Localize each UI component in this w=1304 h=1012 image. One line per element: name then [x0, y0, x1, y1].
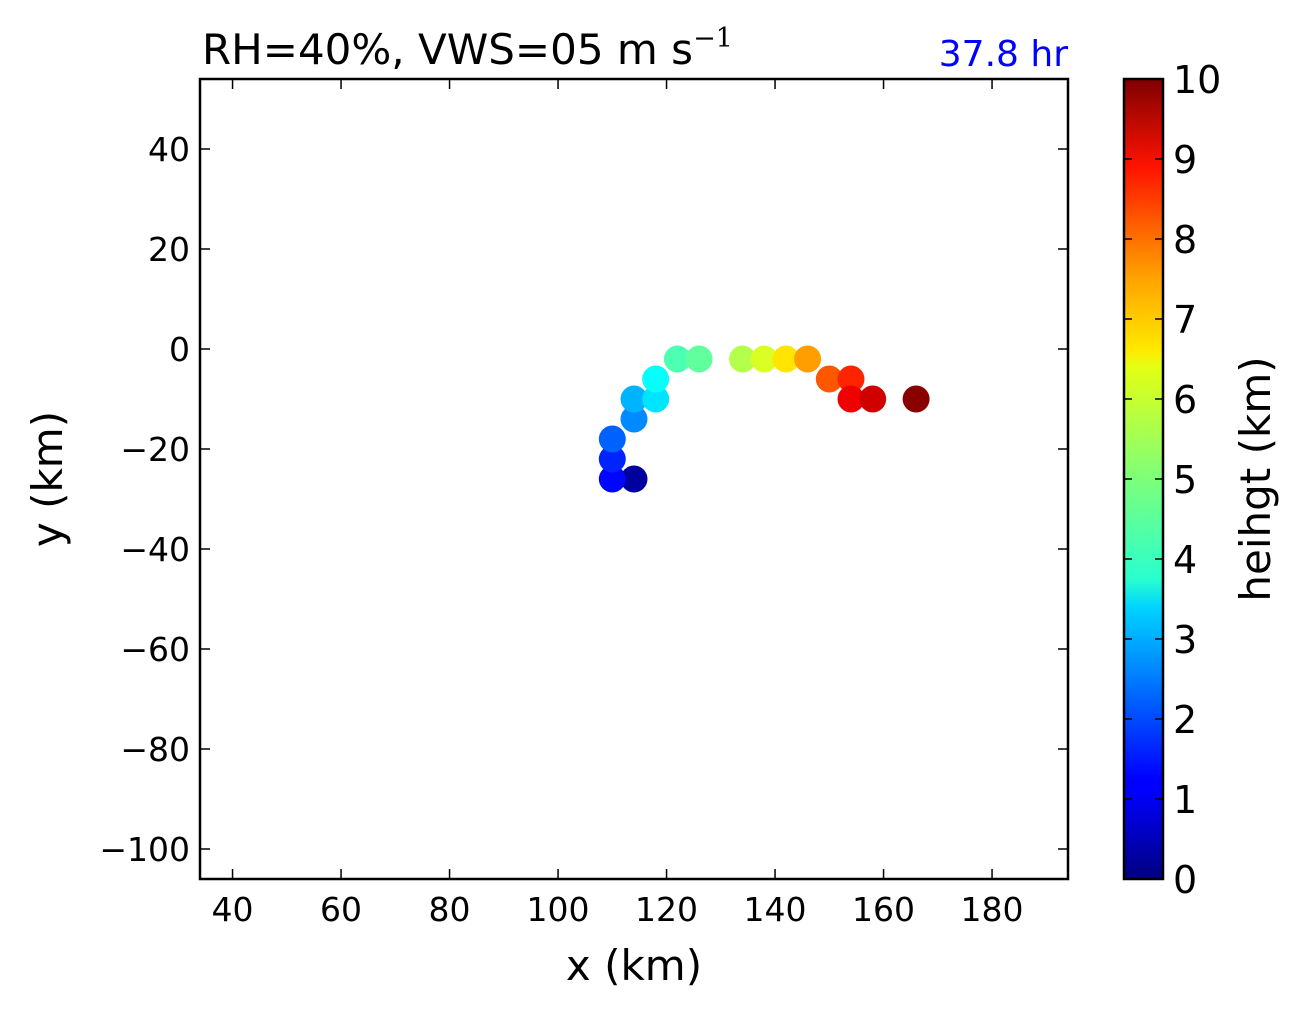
x-tick-label: 40: [212, 890, 254, 929]
y-tick-label: 20: [148, 230, 190, 269]
colorbar-tick-label: 6: [1173, 378, 1197, 422]
chart-title: RH=40%, VWS=05 m s−1: [202, 23, 733, 74]
scatter-point: [685, 345, 713, 373]
colorbar-tick-label: 7: [1173, 298, 1197, 342]
y-axis-label: y (km): [23, 411, 72, 547]
colorbar-tick-label: 3: [1173, 618, 1197, 662]
x-tick-label: 160: [852, 890, 915, 929]
scatter-point: [772, 345, 800, 373]
scatter-point: [620, 465, 648, 493]
scatter-point: [902, 385, 930, 413]
x-tick-label: 60: [320, 890, 362, 929]
colorbar-tick-label: 1: [1173, 778, 1197, 822]
x-tick-label: 100: [527, 890, 590, 929]
colorbar-tick-label: 2: [1173, 698, 1197, 742]
scatter-point: [620, 405, 648, 433]
scatter-point: [620, 385, 648, 413]
colorbar-ticks: 0 1 2 3 4 5 6 7 8 9 10: [1124, 58, 1221, 902]
colorbar-tick-label: 8: [1173, 218, 1197, 262]
y-tick-label: 0: [169, 330, 190, 369]
scatter-point: [794, 345, 822, 373]
y-axis-ticks: 40 20 0 −20 −40 −60 −80 −100: [99, 130, 1068, 869]
scatter-point: [837, 365, 865, 393]
chart-title-exponent: −1: [693, 23, 733, 54]
x-tick-label: 120: [635, 890, 698, 929]
x-tick-label: 140: [744, 890, 807, 929]
scatter-point: [598, 465, 626, 493]
time-label: 37.8 hr: [939, 34, 1068, 75]
scatter-point: [598, 425, 626, 453]
scatter-point: [598, 445, 626, 473]
colorbar-tick-label: 0: [1173, 858, 1197, 902]
scatter-point: [729, 345, 756, 373]
scatter-points: [598, 345, 930, 493]
colorbar-tick-label: 4: [1173, 538, 1197, 582]
x-tick-label: 180: [961, 890, 1024, 929]
colorbar-tick-label: 10: [1173, 58, 1221, 102]
y-tick-label: −60: [120, 630, 190, 669]
colorbar-tick-label: 5: [1173, 458, 1197, 502]
chart-title-main: RH=40%, VWS=05 m s: [202, 25, 693, 74]
colorbar-tick-label: 9: [1173, 138, 1197, 182]
y-tick-label: −20: [120, 430, 190, 469]
y-tick-label: −40: [120, 530, 190, 569]
y-tick-label: −80: [120, 730, 190, 769]
x-axis-ticks: 40 60 80 100 120 140 160 180: [212, 79, 1024, 929]
scatter-point: [642, 385, 670, 413]
x-axis-label: x (km): [566, 941, 702, 990]
scatter-point: [642, 365, 670, 393]
colorbar-label: heihgt (km): [1231, 356, 1280, 601]
scatter-point: [750, 345, 778, 373]
scatter-point: [663, 345, 691, 373]
scatter-point: [837, 385, 865, 413]
x-tick-label: 80: [429, 890, 471, 929]
scatter-point: [815, 365, 843, 393]
scatter-point: [859, 385, 887, 413]
y-tick-label: 40: [148, 130, 190, 169]
y-tick-label: −100: [99, 830, 190, 869]
